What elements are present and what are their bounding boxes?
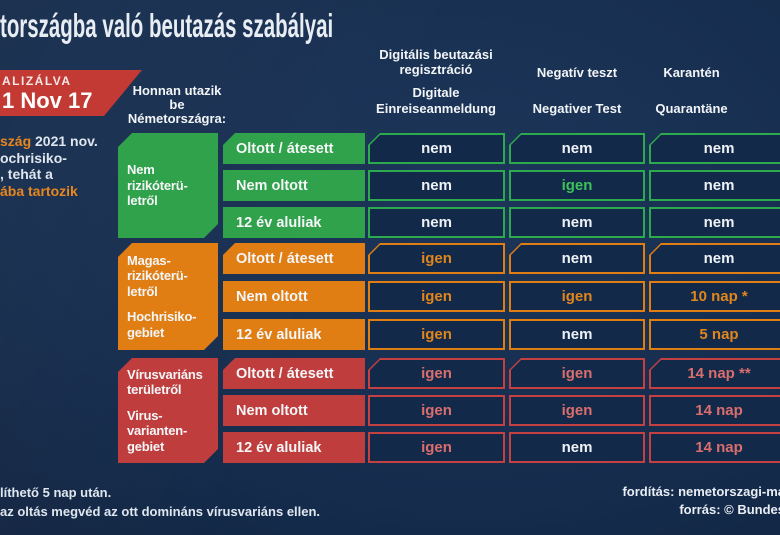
column-header-registration-hu: Digitális beutazási regisztráció — [379, 47, 493, 77]
credit-translation: fordítás: nemetorszagi-ma — [622, 484, 780, 499]
category-label-de: Hochrisiko- gebiet — [127, 309, 197, 340]
cell-quarantine: nem — [649, 170, 780, 201]
cell-quarantine: nem — [649, 243, 780, 274]
category-label-de: Virus- varianten- gebiet — [127, 407, 188, 454]
row-label-vaccinated: Oltott / átesett — [223, 243, 365, 274]
cell-test: nem — [509, 319, 645, 350]
cell-quarantine: 14 nap — [649, 432, 780, 463]
row-label-unvaccinated: Nem oltott — [223, 281, 365, 312]
sidebar-note-line-3: , tehát a — [0, 166, 53, 182]
footnote-2: az oltás megvéd az ott domináns vírusvar… — [0, 504, 321, 519]
cell-registration: igen — [368, 243, 505, 274]
column-header-quarantine-de: Quarantäne — [655, 101, 728, 116]
row-label-under-12: 12 év aluliak — [223, 432, 365, 463]
cell-registration: igen — [368, 358, 505, 389]
column-header-test-de: Negativer Test — [532, 101, 622, 116]
cell-quarantine: nem — [649, 207, 780, 238]
category-block-virus-variant-area: Vírusvariáns területről Virus- varianten… — [118, 358, 218, 463]
category-label-hu: Magas- rizikóterü- letről — [127, 252, 188, 299]
cell-registration: igen — [368, 281, 505, 312]
cell-quarantine: nem — [649, 133, 780, 164]
row-label-under-12: 12 év aluliak — [223, 319, 365, 350]
cell-test: igen — [509, 395, 645, 426]
cell-registration: nem — [368, 170, 505, 201]
cell-test: nem — [509, 207, 645, 238]
row-label-vaccinated: Oltott / átesett — [223, 133, 365, 164]
row-label-unvaccinated: Nem oltott — [223, 395, 365, 426]
cell-registration: igen — [368, 319, 505, 350]
cell-test: nem — [509, 243, 645, 274]
cell-quarantine: 5 nap — [649, 319, 780, 350]
credit-source: forrás: © Bundes — [679, 502, 780, 517]
category-block-no-risk-area: Nem rizikóterü- letről — [118, 133, 218, 238]
cell-registration: igen — [368, 395, 505, 426]
banner-status-text: ALIZÁLVA — [2, 74, 72, 88]
cell-quarantine: 14 nap ** — [649, 358, 780, 389]
update-banner: ALIZÁLVA 1 Nov 17 — [0, 70, 142, 116]
cell-registration: igen — [368, 432, 505, 463]
category-label-hu: Vírusvariáns területről — [127, 366, 203, 398]
cell-registration: nem — [368, 207, 505, 238]
sidebar-note-line-2: ochrisiko- — [0, 149, 67, 166]
sidebar-note-line-1: szág 2021 nov. — [0, 133, 98, 149]
category-block-high-risk-area: Magas- rizikóterü- letről Hochrisiko- ge… — [118, 243, 218, 350]
footnote-1: líthető 5 nap után. — [0, 485, 112, 500]
column-header-registration-de: Digitale Einreiseanmeldung — [376, 85, 496, 116]
category-label-hu: Nem rizikóterü- letről — [127, 162, 188, 209]
row-label-vaccinated: Oltott / átesett — [223, 358, 365, 389]
column-header-quarantine-hu: Karantén — [663, 65, 720, 80]
cell-test: nem — [509, 432, 645, 463]
sidebar-note-line-4: ába tartozik — [0, 182, 78, 199]
row-label-under-12: 12 év aluliak — [223, 207, 365, 238]
banner-date: 1 Nov 17 — [2, 88, 93, 113]
cell-quarantine: 10 nap * — [649, 281, 780, 312]
page-title: tországba való beutazás szabályai — [0, 7, 334, 44]
origin-column-header: Honnan utazik be Németországra: — [127, 83, 227, 126]
column-header-test-hu: Negatív teszt — [536, 65, 618, 80]
cell-test: igen — [509, 358, 645, 389]
cell-test: igen — [509, 281, 645, 312]
sidebar-note: szág 2021 nov. ochrisiko- , tehát a ába … — [0, 133, 98, 199]
cell-registration: nem — [368, 133, 505, 164]
cell-test: igen — [509, 170, 645, 201]
cell-quarantine: 14 nap — [649, 395, 780, 426]
row-label-unvaccinated: Nem oltott — [223, 170, 365, 201]
cell-test: nem — [509, 133, 645, 164]
